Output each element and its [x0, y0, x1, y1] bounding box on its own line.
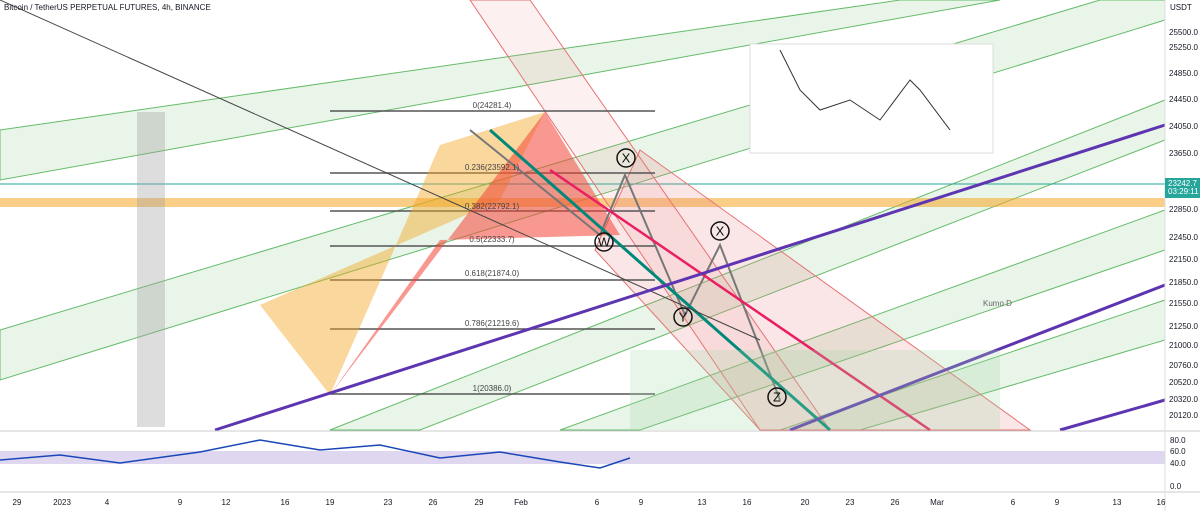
- price-label: 20320.0: [1169, 395, 1198, 404]
- price-label: 21550.0: [1169, 299, 1198, 308]
- fib-label: 1(20386.0): [473, 384, 512, 393]
- price-label: 21850.0: [1169, 278, 1198, 287]
- time-label: 9: [1055, 498, 1060, 507]
- time-label: 23: [846, 498, 855, 507]
- price-label: 21000.0: [1169, 341, 1198, 350]
- trend-line: [0, 0, 761, 341]
- volume-profile: [137, 112, 165, 427]
- time-label: 26: [429, 498, 438, 507]
- time-label: 6: [1011, 498, 1016, 507]
- price-label: 22850.0: [1169, 205, 1198, 214]
- chart-header: Bitcoin / TetherUS PERPETUAL FUTURES, 4h…: [4, 3, 211, 12]
- price-label: 25500.0: [1169, 28, 1198, 37]
- time-label: 29: [475, 498, 484, 507]
- price-label: 22450.0: [1169, 233, 1198, 242]
- time-label: 13: [1113, 498, 1122, 507]
- fib-label: 0(24281.4): [473, 101, 512, 110]
- wave-marker: [594, 232, 614, 252]
- price-unit: USDT: [1170, 3, 1192, 12]
- time-label: 9: [639, 498, 644, 507]
- time-label: Mar: [930, 498, 944, 507]
- wave-label: X: [622, 150, 631, 165]
- price-label: 22150.0: [1169, 255, 1198, 264]
- rsi-label: 0.0: [1170, 482, 1182, 491]
- time-label: 2023: [53, 498, 71, 507]
- time-label: 19: [326, 498, 335, 507]
- time-label: 16: [1157, 498, 1166, 507]
- price-label: 24450.0: [1169, 95, 1198, 104]
- pattern: [330, 112, 620, 395]
- time-label: 6: [595, 498, 600, 507]
- price-label: 25250.0: [1169, 43, 1198, 52]
- time-label: 16: [281, 498, 290, 507]
- time-label: 4: [105, 498, 110, 507]
- rsi-band: [0, 451, 1165, 464]
- time-label: 23: [384, 498, 393, 507]
- price-label: 20520.0: [1169, 378, 1198, 387]
- fib-label: 0.236(23592.1): [465, 163, 520, 172]
- time-label: 9: [178, 498, 183, 507]
- wave-marker: [616, 148, 636, 168]
- inset-thumbnail: [749, 43, 994, 154]
- fib-label: 0.382(22792.1): [465, 202, 520, 211]
- inset-line: [779, 49, 951, 131]
- time-label: 26: [891, 498, 900, 507]
- price-label: 24050.0: [1169, 122, 1198, 131]
- kumo: [630, 350, 1000, 430]
- price-label: 20760.0: [1169, 361, 1198, 370]
- price-label: 24850.0: [1169, 69, 1198, 78]
- time-label: 29: [13, 498, 22, 507]
- rsi-line: [0, 439, 631, 469]
- time-label: 16: [743, 498, 752, 507]
- time-label: 20: [801, 498, 810, 507]
- price-label: 21250.0: [1169, 322, 1198, 331]
- time-label: 13: [698, 498, 707, 507]
- time-label: 12: [222, 498, 231, 507]
- wave-label: Y: [679, 309, 688, 324]
- wave-marker: [710, 221, 730, 241]
- rsi-label: 80.0: [1170, 436, 1186, 445]
- trend-line: [489, 128, 831, 432]
- rsi-label: 60.0: [1170, 447, 1186, 456]
- wave-marker: [673, 307, 693, 327]
- wave-label: X: [716, 223, 725, 238]
- wave-marker: [767, 387, 787, 407]
- fib-label: 0.618(21874.0): [465, 269, 520, 278]
- time-label: Feb: [514, 498, 528, 507]
- wave-label: W: [598, 234, 611, 249]
- trend-line: [549, 168, 931, 432]
- fib-label: 0.5(22333.7): [469, 235, 515, 244]
- countdown: 03:29:11: [1168, 187, 1199, 196]
- pattern: [260, 112, 545, 395]
- annotation: Kumo D: [983, 299, 1012, 308]
- wave-path: [469, 129, 781, 401]
- fib-label: 0.786(21219.6): [465, 319, 520, 328]
- price-badge: [1165, 178, 1200, 198]
- current-price: 23242.7: [1168, 179, 1197, 188]
- price-label: 23650.0: [1169, 149, 1198, 158]
- purple-lines: [214, 123, 1166, 432]
- rsi-label: 40.0: [1170, 459, 1186, 468]
- wave-label: Z: [773, 389, 781, 404]
- price-label: 20120.0: [1169, 411, 1198, 420]
